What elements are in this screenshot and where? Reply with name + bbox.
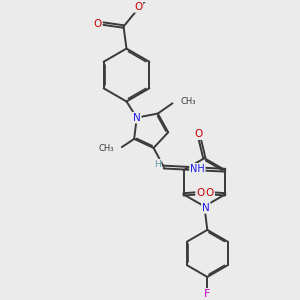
Text: O: O xyxy=(196,188,204,198)
Text: N: N xyxy=(202,203,210,213)
Text: O: O xyxy=(134,2,142,12)
Text: O: O xyxy=(206,188,214,198)
Text: F: F xyxy=(204,289,211,299)
Text: CH₃: CH₃ xyxy=(181,97,196,106)
Text: H: H xyxy=(154,160,161,169)
Text: CH₃: CH₃ xyxy=(98,144,114,153)
Text: O: O xyxy=(94,19,102,28)
Text: N: N xyxy=(133,112,141,123)
Text: O: O xyxy=(194,129,202,139)
Text: NH: NH xyxy=(190,164,205,174)
